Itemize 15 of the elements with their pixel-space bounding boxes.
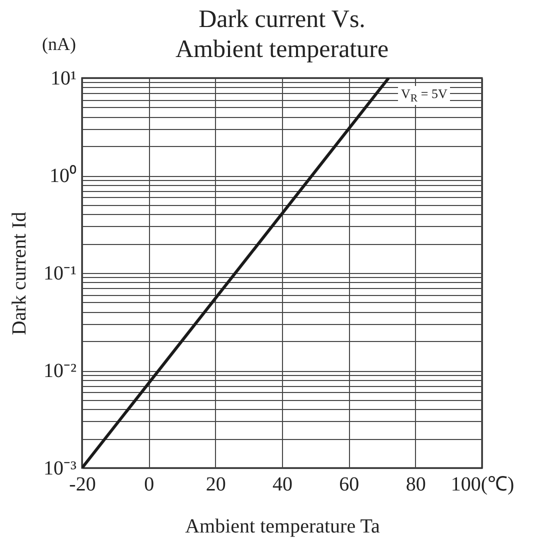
y-tick-label: 10¹: [50, 68, 76, 90]
x-tick-label: 0: [144, 474, 154, 496]
x-tick-label: 60: [339, 474, 360, 496]
y-tick-label: 10⁻¹: [44, 262, 76, 284]
x-tick-label: 100(℃): [450, 474, 514, 496]
text: (nA): [42, 34, 76, 55]
x-axis-title: Ambient temperature Ta: [185, 516, 380, 538]
y-axis-title: Dark current Id: [8, 212, 31, 336]
annotation: V$_{R}$ = 5V: [398, 86, 450, 105]
x-tick-label: 80: [406, 474, 426, 496]
y-tick-label: 10⁰: [50, 164, 76, 187]
x-tick-label: 40: [272, 474, 292, 496]
x-tick-label: 20: [206, 474, 226, 496]
y-tick-label: 10⁻²: [44, 360, 76, 382]
chart-title: Dark current Vs. Ambient temperature: [175, 6, 389, 63]
